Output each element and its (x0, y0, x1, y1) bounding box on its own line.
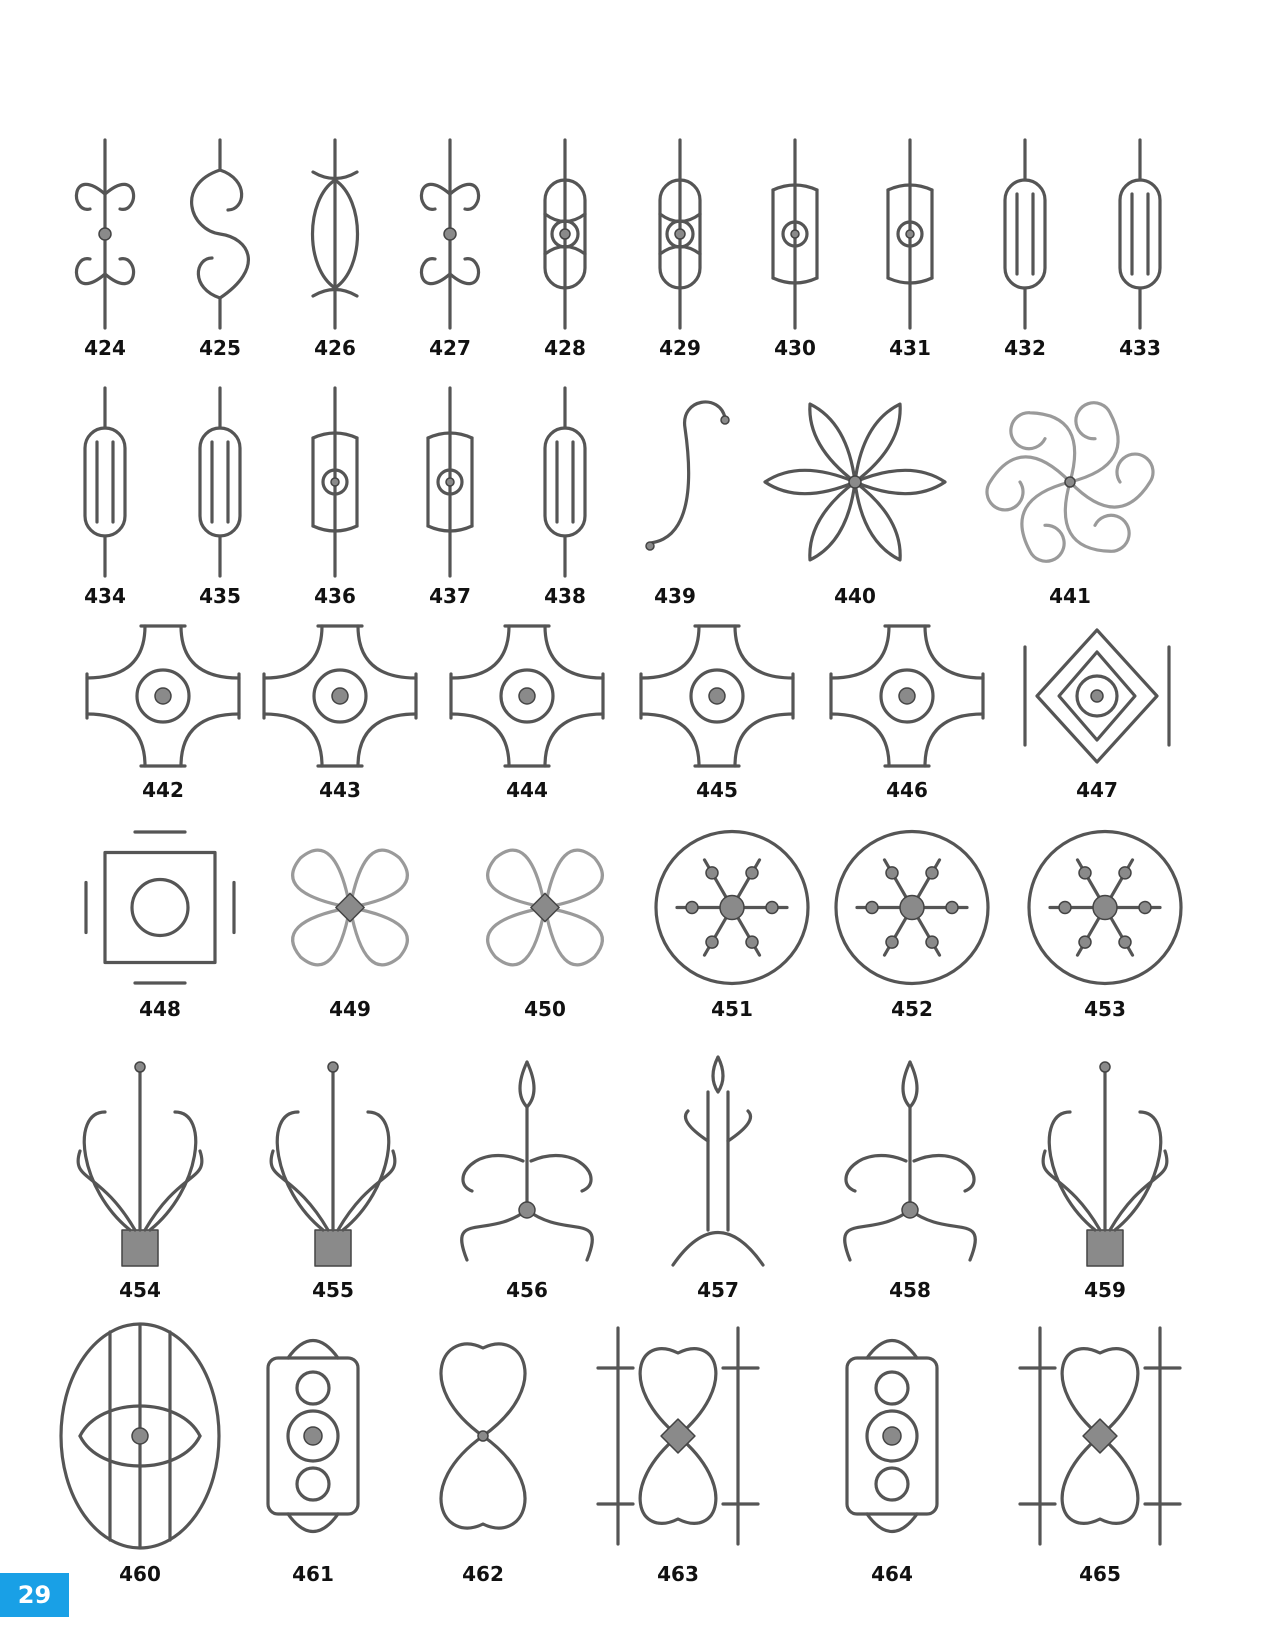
ornament-item-445: 445 (637, 622, 797, 802)
ornament-item-430: 430 (750, 138, 840, 360)
ornament-item-455: 455 (248, 1052, 418, 1302)
item-number-label: 432 (1004, 336, 1046, 360)
ornament-item-426: 426 (290, 138, 380, 360)
item-number-label: 424 (84, 336, 126, 360)
ornament-item-444: 444 (447, 622, 607, 802)
item-number-label: 433 (1119, 336, 1161, 360)
item-number-label: 446 (886, 778, 928, 802)
ornament-item-446: 446 (827, 622, 987, 802)
item-number-label: 439 (654, 584, 696, 608)
item-number-label: 443 (319, 778, 361, 802)
item-number-label: 436 (314, 584, 356, 608)
ornament-item-436: 436 (290, 386, 380, 608)
item-number-label: 455 (312, 1278, 354, 1302)
ornament-item-424: 424 (60, 138, 150, 360)
item-number-label: 465 (1079, 1562, 1121, 1586)
ornament-item-433: 433 (1095, 138, 1185, 360)
ornament-item-457: 457 (633, 1052, 803, 1302)
item-number-label: 440 (834, 584, 876, 608)
item-number-label: 427 (429, 336, 471, 360)
ornament-item-427: 427 (405, 138, 495, 360)
ornament-item-448: 448 (80, 826, 240, 1021)
ornament-item-432: 432 (980, 138, 1070, 360)
item-number-label: 429 (659, 336, 701, 360)
item-number-label: 442 (142, 778, 184, 802)
ornament-item-442: 442 (83, 622, 243, 802)
item-number-label: 463 (657, 1562, 699, 1586)
item-number-label: 451 (711, 997, 753, 1021)
item-number-label: 428 (544, 336, 586, 360)
ornament-item-431: 431 (865, 138, 955, 360)
ornament-item-462: 462 (398, 1318, 568, 1586)
ornament-item-458: 458 (825, 1052, 995, 1302)
item-number-label: 454 (119, 1278, 161, 1302)
item-number-label: 452 (891, 997, 933, 1021)
item-number-label: 460 (119, 1562, 161, 1586)
ornament-item-447: 447 (1017, 622, 1177, 802)
ornament-item-452: 452 (832, 826, 992, 1021)
item-number-label: 448 (139, 997, 181, 1021)
item-number-label: 458 (889, 1278, 931, 1302)
item-number-label: 462 (462, 1562, 504, 1586)
item-number-label: 434 (84, 584, 126, 608)
item-number-label: 441 (1049, 584, 1091, 608)
item-number-label: 449 (329, 997, 371, 1021)
item-number-label: 459 (1084, 1278, 1126, 1302)
item-number-label: 425 (199, 336, 241, 360)
item-number-label: 437 (429, 584, 471, 608)
item-number-label: 431 (889, 336, 931, 360)
item-number-label: 457 (697, 1278, 739, 1302)
ornament-item-463: 463 (593, 1318, 763, 1586)
item-number-label: 450 (524, 997, 566, 1021)
item-number-label: 447 (1076, 778, 1118, 802)
ornament-item-439: 439 (620, 388, 730, 608)
ornament-item-465: 465 (1015, 1318, 1185, 1586)
ornament-item-456: 456 (442, 1052, 612, 1302)
ornament-item-425: 425 (175, 138, 265, 360)
ornament-item-449: 449 (270, 826, 430, 1021)
ornament-item-434: 434 (60, 386, 150, 608)
ornament-item-454: 454 (55, 1052, 225, 1302)
ornament-item-464: 464 (807, 1318, 977, 1586)
item-number-label: 438 (544, 584, 586, 608)
ornament-item-438: 438 (520, 386, 610, 608)
ornament-item-441: 441 (970, 388, 1170, 608)
ornament-item-429: 429 (635, 138, 725, 360)
ornament-item-450: 450 (465, 826, 625, 1021)
item-number-label: 444 (506, 778, 548, 802)
item-number-label: 464 (871, 1562, 913, 1586)
ornament-item-461: 461 (228, 1318, 398, 1586)
ornament-item-437: 437 (405, 386, 495, 608)
item-number-label: 456 (506, 1278, 548, 1302)
ornament-item-451: 451 (652, 826, 812, 1021)
page-number: 29 (0, 1573, 69, 1617)
ornament-item-459: 459 (1020, 1052, 1190, 1302)
item-number-label: 426 (314, 336, 356, 360)
ornament-item-460: 460 (55, 1318, 225, 1586)
ornament-item-443: 443 (260, 622, 420, 802)
item-number-label: 453 (1084, 997, 1126, 1021)
item-number-label: 430 (774, 336, 816, 360)
ornament-item-440: 440 (755, 388, 955, 608)
item-number-label: 461 (292, 1562, 334, 1586)
item-number-label: 445 (696, 778, 738, 802)
ornament-item-428: 428 (520, 138, 610, 360)
item-number-label: 435 (199, 584, 241, 608)
ornament-item-453: 453 (1025, 826, 1185, 1021)
ornament-item-435: 435 (175, 386, 265, 608)
